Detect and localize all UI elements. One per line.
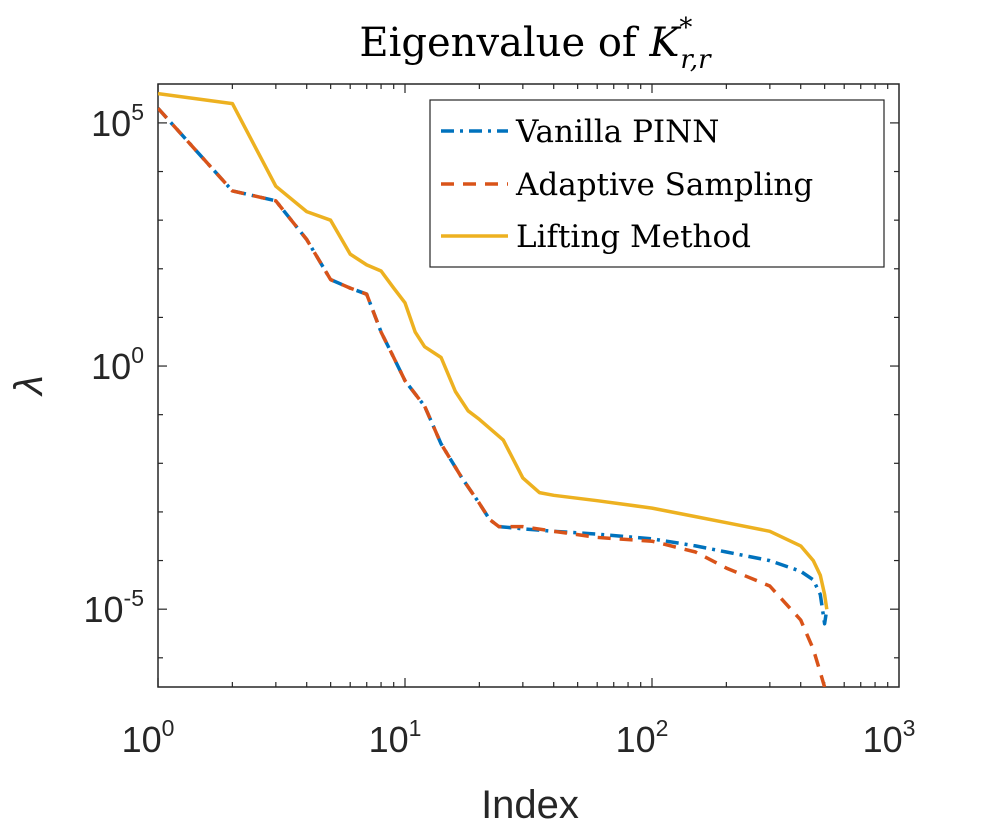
- legend-label-vanilla-pinn: Vanilla PINN: [515, 114, 719, 150]
- y-axis-label: λ: [7, 375, 51, 397]
- series-line-adaptive-sampling: [158, 107, 827, 687]
- x-tick-label: 100: [122, 715, 175, 760]
- y-tick-label: 10-5: [84, 585, 145, 630]
- legend-box: [429, 99, 885, 268]
- x-axis-label: Index: [481, 783, 579, 827]
- tick-labels: 100 101 102 103 10-5 100 105: [84, 99, 916, 760]
- y-tick-label: 105: [91, 99, 144, 144]
- legend-label-adaptive-sampling: Adaptive Sampling: [515, 167, 813, 203]
- y-tick-label: 100: [91, 342, 144, 387]
- x-tick-label: 101: [369, 715, 422, 760]
- chart-title: Eigenvalue of K* r,r: [359, 13, 712, 75]
- series-lines: [158, 91, 829, 687]
- series-line-lifting-method: [158, 91, 829, 610]
- legend-label-lifting-method: Lifting Method: [516, 219, 751, 255]
- x-tick-label: 103: [863, 715, 916, 760]
- axis-ticks: [157, 84, 899, 687]
- legend: Vanilla PINN Adaptive Sampling Lifting M…: [429, 99, 885, 268]
- x-tick-label: 102: [616, 715, 669, 760]
